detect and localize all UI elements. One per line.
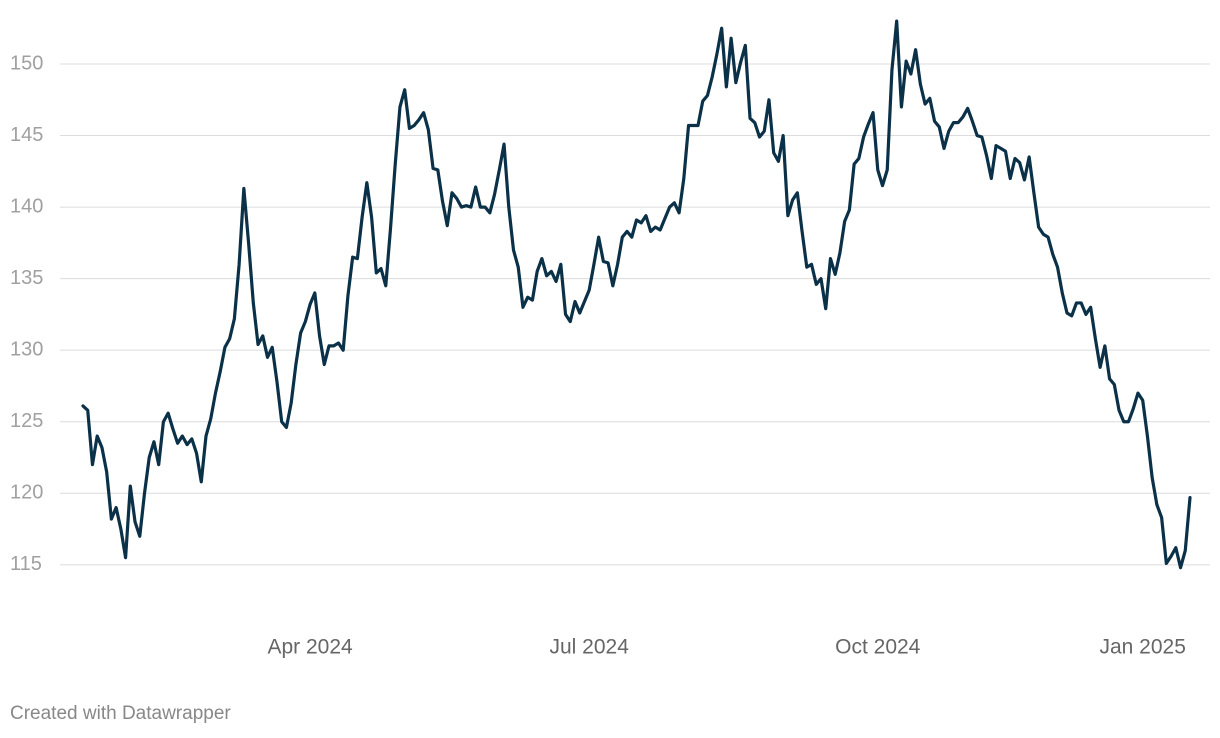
x-tick-label: Jul 2024 bbox=[549, 636, 629, 659]
x-tick-label: Apr 2024 bbox=[267, 636, 353, 659]
y-tick-label: 135 bbox=[10, 267, 43, 289]
y-tick-label: 140 bbox=[10, 195, 43, 217]
y-tick-label: 115 bbox=[10, 553, 42, 575]
y-tick-label: 150 bbox=[10, 52, 43, 74]
y-tick-label: 145 bbox=[10, 124, 43, 146]
y-tick-label: 120 bbox=[10, 482, 43, 504]
line bbox=[81, 19, 1192, 570]
x-tick-label: Jan 2025 bbox=[1099, 636, 1185, 659]
y-tick-label: 125 bbox=[10, 410, 43, 432]
y-tick-label: 130 bbox=[10, 338, 43, 360]
x-tick-label: Oct 2024 bbox=[835, 636, 921, 659]
footer: Created with Datawrapper bbox=[10, 703, 231, 724]
